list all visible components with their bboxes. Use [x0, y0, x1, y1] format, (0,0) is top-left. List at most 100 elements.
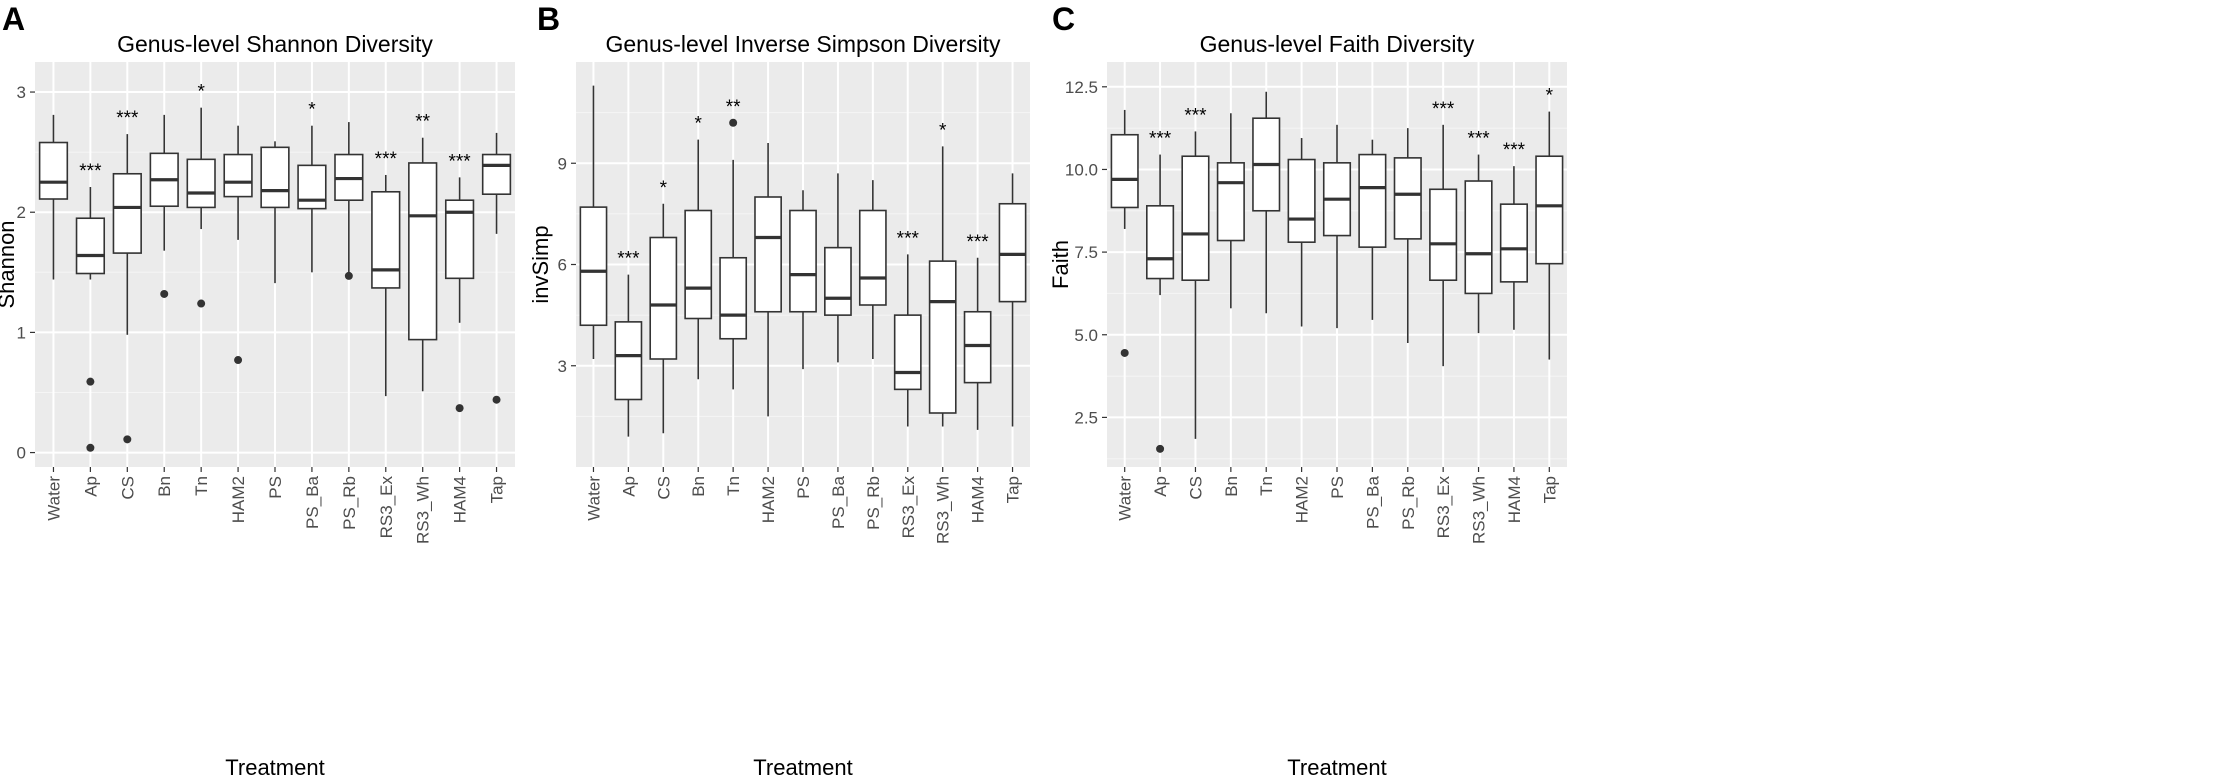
chart-1-box-RS3_Ex: ***: [893, 228, 922, 427]
chart-0-box-iqr: [260, 146, 290, 209]
chart-1-xtick-label: HAM4: [969, 476, 988, 523]
chart-2-box-iqr: [1181, 155, 1210, 282]
chart-0-box-CS: ***: [112, 108, 142, 444]
chart-2-box-iqr: [1429, 188, 1458, 282]
chart-2-title: Genus-level Faith Diversity: [1200, 31, 1475, 57]
chart-2-box-PS: [1322, 124, 1352, 329]
chart-1-significance-label: **: [726, 97, 741, 118]
chart-1-xtick-label: RS3_Ex: [899, 476, 918, 539]
chart-2-xtick-label: Water: [1116, 476, 1135, 521]
chart-0-box-iqr: [112, 172, 142, 254]
chart-2-xtick-label: PS_Ba: [1363, 475, 1382, 528]
chart-0-box-Water: [38, 114, 69, 280]
chart-0-box-Bn: [149, 114, 179, 298]
chart-2-significance-label: ***: [1149, 129, 1172, 150]
chart-2-significance-label: ***: [1184, 105, 1207, 126]
chart-1-xtick-label: PS: [794, 476, 813, 499]
chart-2-box-iqr: [1358, 153, 1387, 248]
chart-0-outlier-point: [234, 356, 243, 365]
chart-0-ylabel: Shannon: [0, 220, 19, 308]
chart-1-ylabel: invSimp: [528, 225, 553, 303]
chart-1-box-Ap: ***: [614, 249, 643, 437]
chart-0-box-iqr: [38, 141, 69, 200]
chart-1-box-iqr: [649, 236, 678, 360]
chart-2-outlier-point: [1156, 444, 1165, 453]
chart-1-significance-label: ***: [897, 228, 920, 249]
chart-0-significance-label: **: [415, 112, 430, 133]
chart-0-box-iqr: [186, 158, 216, 209]
chart-2-xtick-label: Tn: [1257, 476, 1276, 496]
chart-1-box-iqr: [789, 209, 817, 313]
chart-0-box-HAM4: ***: [444, 151, 475, 413]
chart-2-panel-label: C: [1052, 1, 1075, 37]
chart-0-box-Tn: *: [186, 82, 216, 308]
chart-1-xtick-label: PS_Ba: [829, 475, 848, 528]
chart-2-box-Tn: [1252, 91, 1281, 314]
chart-2-box-CS: ***: [1181, 105, 1210, 439]
chart-2-xtick-label: Tap: [1540, 476, 1559, 503]
chart-0-significance-label: ***: [375, 149, 398, 170]
chart-2-box-iqr: [1464, 180, 1493, 295]
chart-0-box-Tap: [481, 132, 512, 404]
chart-0-xtick-label: Tap: [488, 476, 507, 503]
chart-2-box-HAM2: [1287, 138, 1316, 327]
chart-1-box-iqr: [998, 202, 1027, 303]
chart-1-box-Tn: **: [719, 97, 748, 390]
chart-1-outlier-point: [729, 118, 738, 127]
chart-1-box-PS: [789, 190, 817, 370]
chart-2-box-RS3_Ex: ***: [1429, 99, 1458, 367]
chart-2-significance-label: ***: [1467, 129, 1490, 150]
chart-2-xtick-label: Ap: [1151, 476, 1170, 497]
chart-1-box-HAM4: ***: [963, 232, 992, 430]
chart-0-box-iqr: [223, 153, 253, 198]
chart-0-ytick-label: 0: [17, 444, 26, 463]
chart-1-box-iqr: [893, 314, 922, 391]
chart-0-box-iqr: [297, 164, 327, 210]
chart-1-significance-label: *: [939, 120, 947, 141]
chart-0-xtick-label: CS: [118, 476, 137, 500]
chart-2-box-Tap: *: [1535, 86, 1564, 360]
chart-1-box-iqr: [963, 310, 992, 384]
chart-2: 2.5 5.0 7.5 10.0 12.5 Water Ap CS Bn Tn HAM2 PS PS_B…: [1048, 1, 1567, 780]
chart-1-box-Bn: *: [684, 114, 713, 380]
chart-2-xtick-label: HAM4: [1505, 476, 1524, 523]
chart-1-xtick-label: Water: [584, 476, 603, 521]
chart-1-xtick-label: CS: [654, 476, 673, 500]
chart-1: 3 6 9 Water Ap CS Bn Tn HAM2 PS PS_Ba PS_Rb RS3_Ex RS…: [528, 1, 1030, 780]
chart-0-outlier-point: [455, 404, 464, 413]
chart-2-xtick-label: PS: [1328, 476, 1347, 499]
chart-2-box-iqr: [1499, 203, 1528, 283]
chart-1-ytick-label: 6: [558, 256, 567, 275]
chart-0-box-PS_Ba: *: [297, 100, 327, 273]
chart-0-xtick-label: PS: [266, 476, 285, 499]
chart-1-box-PS_Rb: [858, 180, 887, 359]
chart-1-box-CS: *: [649, 178, 678, 434]
chart-2-ytick-label: 5.0: [1074, 326, 1098, 345]
chart-1-significance-label: ***: [617, 249, 640, 270]
chart-2-box-iqr: [1146, 205, 1175, 280]
chart-1-box-iqr: [719, 256, 748, 340]
chart-0-box-RS3_Wh: **: [408, 112, 438, 392]
chart-0-box-RS3_Ex: ***: [371, 149, 401, 397]
chart-2-box-iqr: [1393, 157, 1422, 240]
chart-2-box-PS_Ba: [1358, 139, 1387, 320]
chart-0-ytick-label: 2: [17, 203, 26, 222]
chart-1-ytick-label: 9: [558, 154, 567, 173]
chart-0-outlier-point: [492, 395, 501, 404]
chart-0-panel-label: A: [2, 1, 25, 37]
chart-0-xtick-label: RS3_Wh: [414, 476, 433, 544]
chart-2-ytick-label: 12.5: [1065, 78, 1098, 97]
chart-0-outlier-point: [86, 377, 95, 386]
chart-1-panel-label: B: [537, 1, 560, 37]
chart-1-significance-label: *: [660, 178, 668, 199]
chart-1-box-iqr: [614, 321, 643, 401]
chart-0-significance-label: ***: [449, 151, 472, 172]
chart-1-ytick-label: 3: [558, 357, 567, 376]
chart-2-xtick-label: RS3_Wh: [1470, 476, 1489, 544]
chart-1-box-Tap: [998, 173, 1027, 427]
chart-2-significance-label: ***: [1432, 99, 1455, 120]
chart-1-xlabel: Treatment: [753, 755, 852, 779]
chart-2-box-iqr: [1535, 155, 1564, 265]
chart-1-xtick-label: HAM2: [759, 476, 778, 523]
